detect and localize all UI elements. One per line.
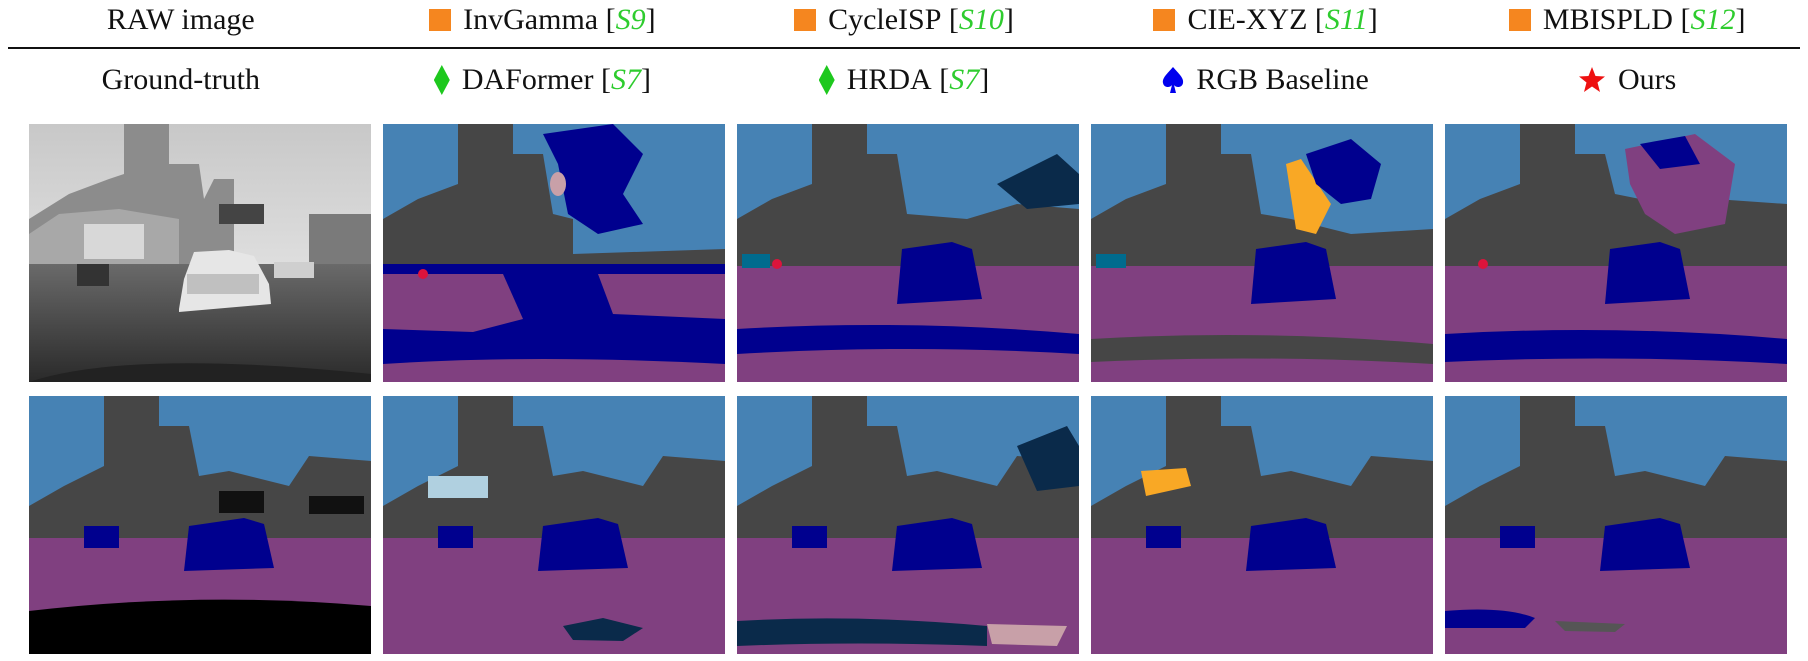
- red-star-icon: [1579, 67, 1605, 92]
- header-row-2: Ground-truth DAFormer [S7] HRDA [S7] RGB…: [0, 60, 1808, 100]
- cycleisp-panel: [737, 124, 1079, 382]
- header-raw-image: RAW image: [106, 3, 255, 36]
- header-cie-xyz: CIE-XYZ [S11]: [1085, 0, 1447, 40]
- header-rgb-baseline: RGB Baseline: [1085, 60, 1447, 100]
- orange-square-icon: [1153, 9, 1176, 31]
- ours-panel: [1445, 396, 1787, 654]
- mbispld-panel: [1445, 124, 1787, 382]
- header-ground-truth: Ground-truth: [101, 63, 260, 96]
- ground-truth-panel: [29, 396, 371, 654]
- raw-image-panel: [29, 124, 371, 382]
- header-hrda: HRDA [S7]: [723, 60, 1085, 100]
- header-divider: [8, 47, 1800, 49]
- orange-square-icon: [429, 9, 452, 31]
- daformer-panel: [383, 396, 725, 654]
- rgb-baseline-panel: [1091, 396, 1433, 654]
- orange-square-icon: [794, 9, 817, 31]
- orange-square-icon: [1508, 9, 1531, 31]
- header-row-1: RAW image InvGamma [S9] CycleISP [S10] C…: [0, 0, 1808, 40]
- hrda-panel: [737, 396, 1079, 654]
- header-ours: Ours: [1446, 60, 1808, 100]
- green-diamond-icon: [818, 65, 835, 95]
- blue-spade-icon: [1163, 67, 1184, 93]
- invgamma-panel: [383, 124, 725, 382]
- header-invgamma: InvGamma [S9]: [362, 0, 724, 40]
- header-cycleisp: CycleISP [S10]: [723, 0, 1085, 40]
- green-diamond-icon: [433, 65, 450, 95]
- header-daformer: DAFormer [S7]: [362, 60, 724, 100]
- header-mbispld: MBISPLD [S12]: [1446, 0, 1808, 40]
- cie-xyz-panel: [1091, 124, 1433, 382]
